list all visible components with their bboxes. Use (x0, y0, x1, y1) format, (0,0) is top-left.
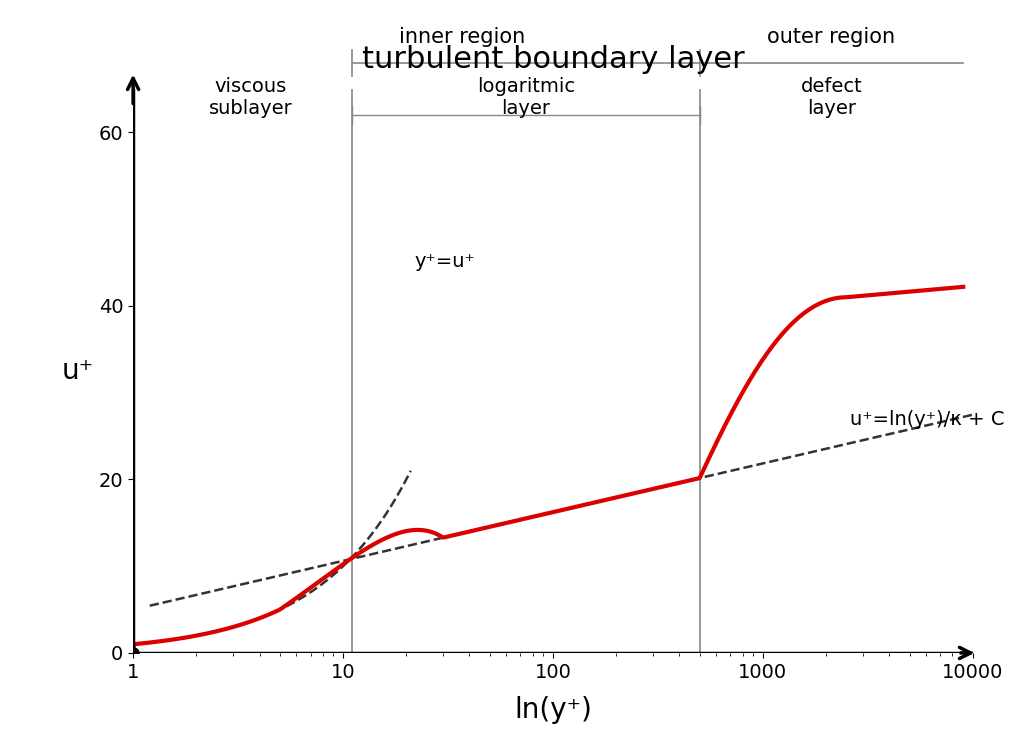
Text: u⁺=ln(y⁺)/κ + C: u⁺=ln(y⁺)/κ + C (850, 410, 1005, 429)
Text: logaritmic
layer: logaritmic layer (476, 77, 574, 118)
Y-axis label: u⁺: u⁺ (61, 357, 94, 385)
Text: outer region: outer region (767, 27, 896, 47)
Text: defect
layer: defect layer (801, 77, 862, 118)
Title: turbulent boundary layer: turbulent boundary layer (361, 45, 744, 74)
Text: inner region: inner region (399, 27, 525, 47)
X-axis label: ln(y⁺): ln(y⁺) (514, 695, 592, 723)
Text: viscous
sublayer: viscous sublayer (209, 77, 293, 118)
Text: y⁺=u⁺: y⁺=u⁺ (415, 252, 476, 272)
